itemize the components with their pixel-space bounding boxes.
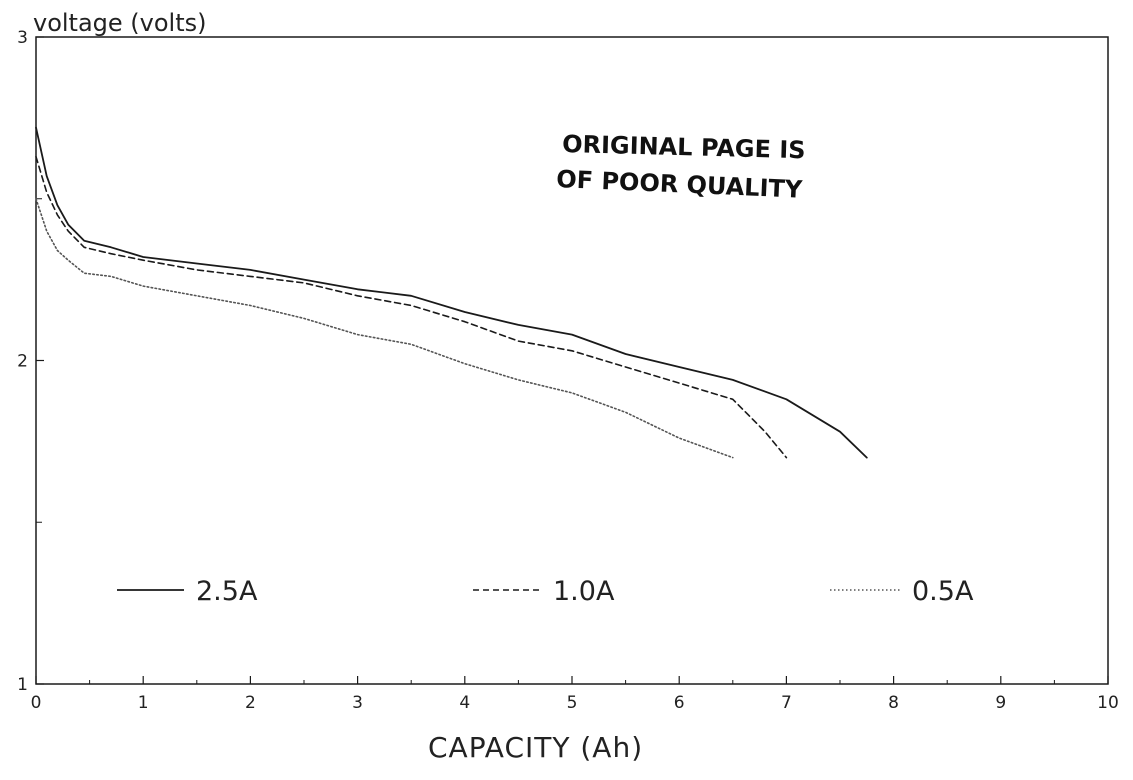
x-tick-label: 3 — [352, 693, 363, 713]
x-tick-label: 10 — [1097, 693, 1119, 713]
quality-stamp: ORIGINAL PAGE IS OF POOR QUALITY — [556, 130, 806, 204]
series-line-0-5a — [35, 198, 734, 459]
legend-label-0-5a: 0.5A — [912, 576, 974, 607]
x-tick-label: 1 — [138, 693, 149, 713]
y-axis-label: voltage (volts) — [33, 9, 207, 37]
legend: 2.5A 1.0A 0.5A — [117, 576, 974, 607]
legend-label-1-0a: 1.0A — [553, 576, 615, 607]
x-tick-label: 6 — [674, 693, 685, 713]
x-tick-label: 8 — [888, 693, 899, 713]
x-tick-label: 0 — [31, 693, 42, 713]
stamp-line-1: ORIGINAL PAGE IS — [562, 130, 806, 164]
x-tick-label: 9 — [995, 693, 1006, 713]
series-lines — [35, 126, 868, 459]
y-tick-label: 1 — [17, 675, 28, 695]
x-tick-label: 7 — [781, 693, 792, 713]
series-line-1-0a — [35, 155, 788, 459]
x-tick-label: 5 — [567, 693, 578, 713]
y-tick-label: 2 — [17, 352, 28, 372]
y-tick-label: 3 — [17, 28, 28, 48]
x-tick-label: 4 — [459, 693, 470, 713]
legend-label-2-5a: 2.5A — [196, 576, 258, 607]
series-line-2-5a — [35, 126, 868, 459]
stamp-line-2: OF POOR QUALITY — [556, 165, 804, 204]
x-tick-label: 2 — [245, 693, 256, 713]
x-axis-label: CAPACITY (Ah) — [428, 731, 643, 764]
